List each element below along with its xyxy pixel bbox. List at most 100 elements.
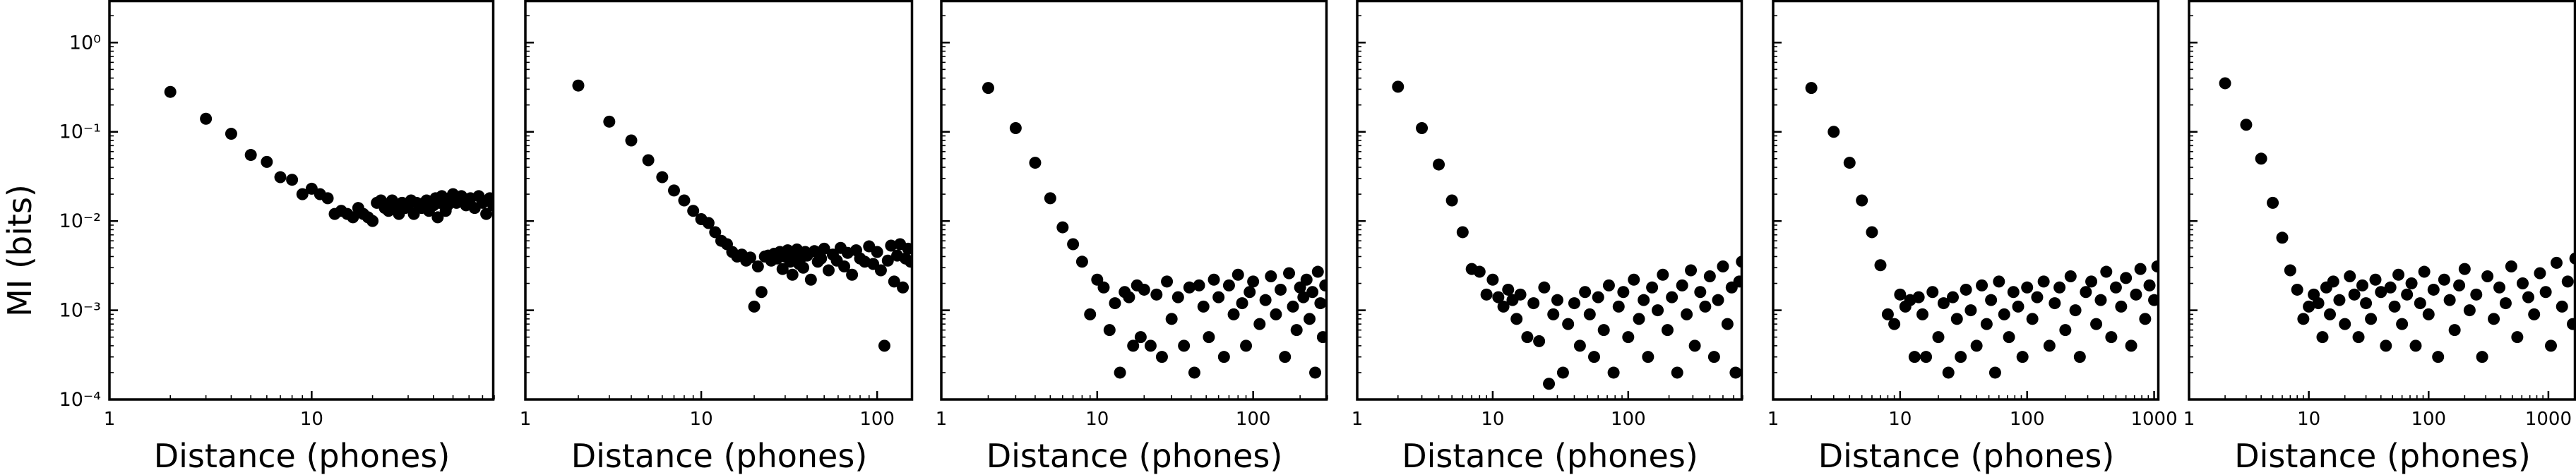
panel-2-xlabel: Distance (phones) [571, 437, 868, 475]
panel-3-xtick-label: 1 [936, 409, 948, 430]
panel-6-point [2327, 275, 2339, 288]
panel-3-point [1304, 313, 1316, 325]
panel-6-frame [2188, 0, 2576, 401]
panel-2-xtick-label: 1 [520, 409, 532, 430]
panel-2-point [871, 246, 883, 258]
panel-1-point [261, 155, 273, 168]
panel-4-point [1510, 313, 1523, 325]
panel-6-point [2409, 339, 2422, 352]
panel-4-point [1699, 300, 1712, 313]
panel-4-point [1579, 286, 1592, 299]
panel-4-point [1473, 265, 1486, 278]
panel-1-point [366, 215, 379, 227]
panel-1-point [321, 192, 334, 205]
panel-5-point [1843, 157, 1856, 169]
panel-5-point [1970, 339, 1983, 352]
panel-3-point [1217, 351, 1230, 363]
panel-6-point [2388, 300, 2401, 313]
panel-6-point [2505, 260, 2517, 272]
panel-6-point [2348, 288, 2361, 301]
ytick-label: 10⁰ [69, 32, 101, 54]
panel-6-point [2493, 281, 2506, 294]
panel-5-point [1908, 351, 1921, 363]
panel-5-point [2105, 331, 2118, 344]
panel-6-point [2418, 265, 2431, 278]
panel-5-point [1856, 194, 1868, 207]
panel-1-point [200, 112, 213, 125]
panel-5-point [1827, 126, 1840, 138]
panel-6-point [2356, 279, 2368, 291]
panel-4-xtick-label: 1 [1352, 409, 1364, 430]
panel-2-point [656, 171, 669, 184]
panel-1-point [480, 208, 493, 220]
panel-5-point [1955, 351, 1967, 363]
panel-3-point [1127, 339, 1140, 352]
panel-6-point [2324, 308, 2337, 320]
panel-6-point [2534, 267, 2546, 279]
panel-5-point [2003, 331, 2015, 344]
panel-5-point [1920, 351, 1933, 363]
panel-3-point [1236, 297, 1248, 310]
panel-3-point [1309, 366, 1322, 379]
panel-1-point [455, 190, 467, 203]
panel-3-point [1056, 221, 1069, 234]
panel-6-point [2481, 270, 2494, 283]
panel-1-frame [108, 0, 495, 401]
panel-3-point [1279, 351, 1292, 363]
panel-2-point [818, 242, 830, 255]
panel-4-point [1646, 281, 1659, 294]
panel-3-point [1044, 192, 1056, 205]
panel-2-point [846, 268, 859, 281]
panel-5-point [2059, 324, 2072, 337]
panel-4-point [1527, 297, 1540, 310]
panel-4-point [1597, 324, 1610, 337]
panel-5-point [2134, 263, 2147, 275]
panel-2-point [667, 184, 680, 197]
panel-2-point [786, 268, 799, 281]
panel-5-point [2085, 275, 2098, 288]
panel-3-point [1075, 255, 1088, 268]
panel-6-point [2499, 297, 2512, 310]
panel-4-point [1568, 297, 1580, 310]
panel-3-point [1123, 291, 1135, 303]
panel-2-point [751, 260, 764, 272]
panel-5-point [1874, 259, 1887, 272]
panel-1-point [274, 171, 287, 184]
ytick-label: 10⁻² [59, 210, 101, 232]
panel-5-point [1964, 304, 1977, 317]
panel-3-point [1227, 308, 1240, 320]
panel-6-xtick-label: 1000 [2525, 409, 2572, 430]
panel-6-xtick-label: 10 [2297, 409, 2320, 430]
panel-6-point [2255, 152, 2267, 165]
panel-4-point [1657, 268, 1669, 281]
panel-5-point [1993, 275, 2005, 288]
panel-5-xtick-label: 10 [1888, 409, 1912, 430]
panel-6-point [2392, 268, 2405, 281]
panel-3-point [1212, 291, 1225, 303]
panel-5-point [2037, 275, 2050, 288]
panel-6-point [2360, 297, 2373, 310]
panel-4-point [1533, 335, 1546, 347]
panel-3-point [1300, 273, 1313, 286]
panel-3-point [1188, 366, 1200, 379]
panel-4-point [1666, 291, 1678, 303]
panel-6-xtick-label: 1 [2183, 409, 2195, 430]
panel-5-point [1912, 291, 1925, 303]
panel-2-point [905, 255, 913, 268]
panel-5-point [1950, 313, 1963, 325]
panel-3-point [1183, 281, 1195, 294]
panel-2-point [838, 260, 851, 272]
panel-5-xlabel: Distance (phones) [1818, 437, 2115, 475]
panel-6-point [2528, 308, 2541, 320]
panel-4-point [1556, 366, 1569, 379]
panel-4-point [1707, 351, 1720, 363]
panel-3-point [1138, 283, 1150, 296]
panel-2-point [797, 261, 809, 274]
panel-6-point [2463, 304, 2476, 317]
panel-6-point [2545, 339, 2558, 352]
panel-5-xtick-label: 100 [2010, 409, 2045, 430]
panel-3-point [1240, 339, 1253, 352]
panel-4-point [1685, 264, 1698, 277]
panel-3-point [1109, 297, 1121, 310]
panel-6-point [2303, 300, 2315, 313]
